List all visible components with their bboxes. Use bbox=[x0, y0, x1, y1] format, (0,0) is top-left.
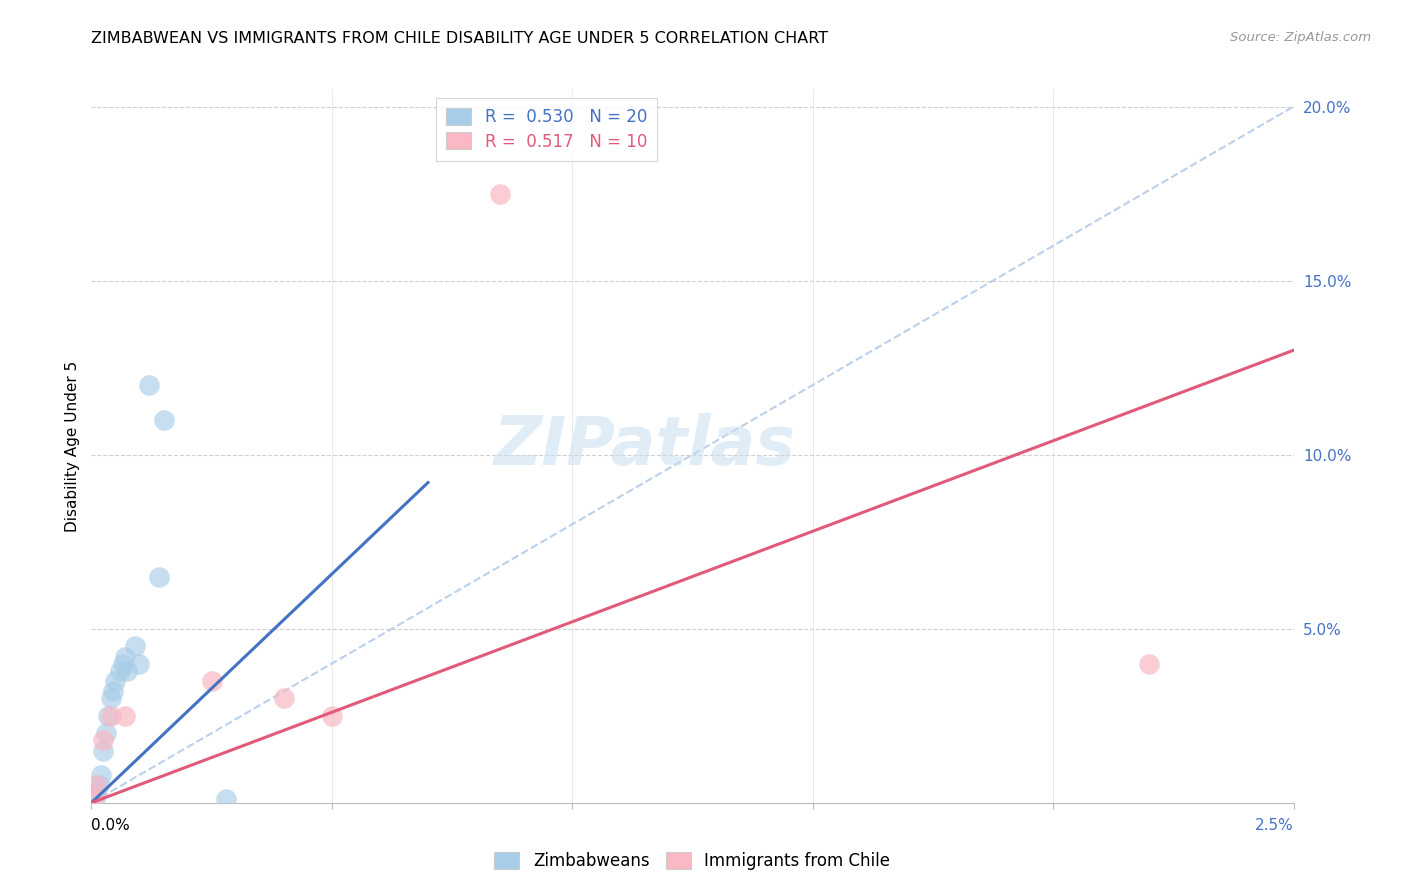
Point bbox=[83, 789, 105, 803]
Point bbox=[201, 673, 224, 688]
Point bbox=[104, 673, 127, 688]
Point bbox=[111, 657, 134, 671]
Point bbox=[1137, 657, 1160, 671]
Point bbox=[101, 684, 124, 698]
Text: ZIPatlas: ZIPatlas bbox=[494, 413, 796, 479]
Point bbox=[114, 649, 136, 664]
Point bbox=[83, 785, 105, 799]
Point bbox=[128, 657, 150, 671]
Point bbox=[97, 708, 120, 723]
Text: 2.5%: 2.5% bbox=[1254, 818, 1294, 832]
Point bbox=[110, 664, 132, 678]
Text: Source: ZipAtlas.com: Source: ZipAtlas.com bbox=[1230, 31, 1371, 45]
Point bbox=[489, 186, 512, 201]
Text: ZIMBABWEAN VS IMMIGRANTS FROM CHILE DISABILITY AGE UNDER 5 CORRELATION CHART: ZIMBABWEAN VS IMMIGRANTS FROM CHILE DISA… bbox=[91, 31, 828, 46]
Point bbox=[152, 413, 174, 427]
Point bbox=[84, 778, 107, 792]
Point bbox=[148, 569, 170, 583]
Point bbox=[84, 789, 107, 803]
Point bbox=[215, 792, 238, 806]
Point bbox=[93, 733, 115, 747]
Point bbox=[94, 726, 117, 740]
Point bbox=[117, 664, 139, 678]
Y-axis label: Disability Age Under 5: Disability Age Under 5 bbox=[65, 360, 80, 532]
Point bbox=[90, 768, 112, 782]
Text: 0.0%: 0.0% bbox=[91, 818, 131, 832]
Point bbox=[100, 708, 122, 723]
Point bbox=[100, 691, 122, 706]
Point bbox=[93, 743, 115, 757]
Legend: Zimbabweans, Immigrants from Chile: Zimbabweans, Immigrants from Chile bbox=[488, 845, 897, 877]
Point bbox=[273, 691, 295, 706]
Point bbox=[114, 708, 136, 723]
Point bbox=[138, 378, 160, 392]
Point bbox=[87, 778, 110, 792]
Point bbox=[124, 639, 146, 653]
Point bbox=[321, 708, 343, 723]
